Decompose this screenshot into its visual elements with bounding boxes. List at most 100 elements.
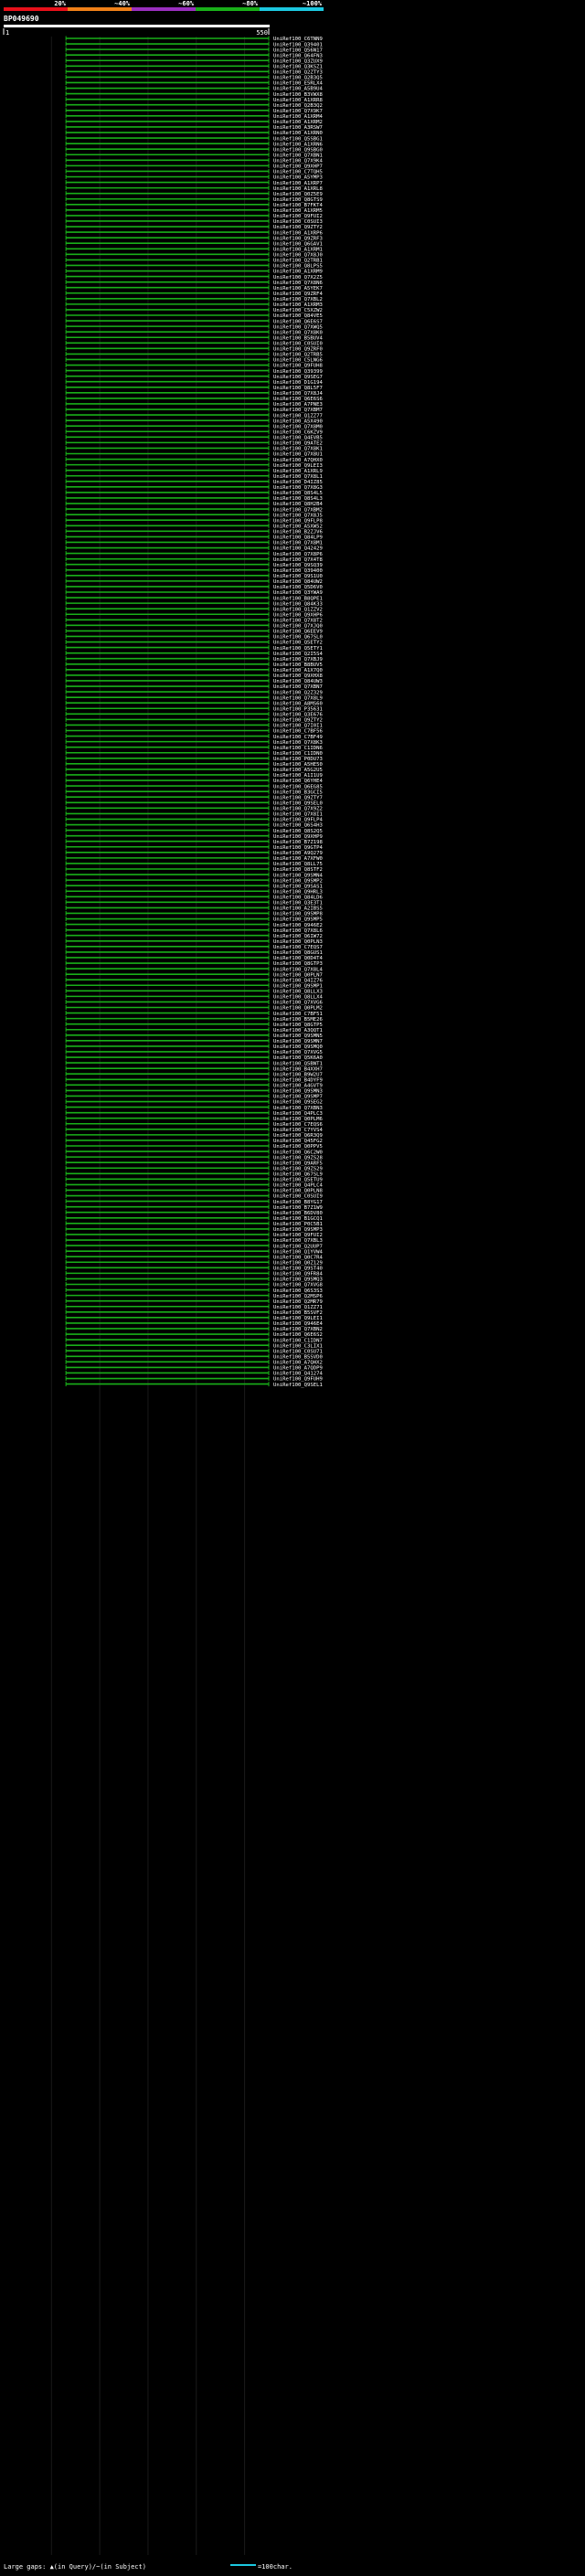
hit-row[interactable]: UniRef100_Q9SMP2 [65,877,323,885]
hit-row[interactable]: UniRef100_Q2UUP7 [65,1243,323,1250]
hit-label[interactable]: UniRef100_C6KZV9 [273,429,323,435]
hit-row[interactable]: UniRef100_B3GCI5 [65,789,323,796]
hit-row[interactable]: UniRef100_Q9ST40 [65,1265,323,1272]
hit-label[interactable]: UniRef100_D4IZ85 [273,480,323,485]
hit-label[interactable]: UniRef100_Q84LP9 [273,535,323,541]
hit-row[interactable]: UniRef100_Q7XBM2 [65,506,323,514]
hit-label[interactable]: UniRef100_A5HE50 [273,762,323,768]
hit-label[interactable]: UniRef100_A1XRM9 [273,270,323,275]
hit-row[interactable]: UniRef100_P0DU73 [65,756,323,762]
hit-label[interactable]: UniRef100_Q7X8J4 [273,391,324,397]
hit-label[interactable]: UniRef100_B5BUV4 [273,335,324,341]
hit-row[interactable]: UniRef100_A1XRM5 [65,207,323,214]
hit-row[interactable]: UniRef100_Q39401 [65,41,323,48]
hit-label[interactable]: UniRef100_Q9SMN7 [273,1039,323,1044]
hit-row[interactable]: UniRef100_D4IZ85 [65,479,323,485]
hit-label[interactable]: UniRef100_Q8GTP3 [273,961,323,967]
hit-row[interactable]: UniRef100_Q9ATE2 [65,440,323,447]
hit-row[interactable]: UniRef100_Q9SEG2 [65,1099,323,1106]
hit-row[interactable]: UniRef100_Q6IW72 [65,933,323,939]
hit-row[interactable]: UniRef100_Q8S4L5 [65,490,323,496]
hit-row[interactable]: UniRef100_Q9XHP9 [65,833,323,840]
hit-row[interactable]: UniRef100_Q64FN3 [65,52,323,59]
hit-row[interactable]: UniRef100_Q6S4H3 [65,822,323,829]
hit-label[interactable]: UniRef100_Q9FUH9 [273,1377,323,1383]
hit-row[interactable]: UniRef100_Q9SEL1 [65,1382,323,1388]
hit-row[interactable]: UniRef100_Q39399 [65,368,323,375]
hit-row[interactable]: UniRef100_Q6YHE4 [65,778,324,785]
hit-label[interactable]: UniRef100_Q9SEG7 [273,375,323,380]
hit-row[interactable]: UniRef100_P0C5B1 [65,1221,323,1227]
hit-label[interactable]: UniRef100_Q0C7R4 [273,1255,324,1260]
hit-row[interactable]: UniRef100_Q7X8L4 [65,966,324,973]
hit-row[interactable]: UniRef100_Q1ZZ77 [65,412,323,419]
hit-row[interactable]: UniRef100_Q9SMN5 [65,1033,323,1039]
hit-label[interactable]: UniRef100_Q9SMN5 [273,1034,323,1039]
hit-label[interactable]: UniRef100_Q7XBL3 [273,1238,323,1244]
hit-row[interactable]: UniRef100_Q8STF2 [65,866,323,874]
hit-label[interactable]: UniRef100_Q84UW3 [273,679,323,684]
hit-row[interactable]: UniRef100_Q6E6S7 [65,318,323,325]
hit-label[interactable]: UniRef100_Q7X8M1 [273,541,323,546]
hit-label[interactable]: UniRef100_Q8S2Q5 [273,829,323,834]
hit-label[interactable]: UniRef100_Q8GTP5 [273,1023,323,1028]
hit-label[interactable]: UniRef100_Q9FUI2 [273,1233,323,1238]
hit-row[interactable]: UniRef100_Q9SMP3 [65,1226,323,1233]
hit-label[interactable]: UniRef100_Q2MSP6 [273,1294,323,1299]
hit-label[interactable]: UniRef100_Q6E6S7 [273,319,323,324]
hit-row[interactable]: UniRef100_A1XRM2 [65,119,323,125]
hit-row[interactable]: UniRef100_Q39400 [65,567,323,574]
hit-row[interactable]: UniRef100_Q9SMN4 [65,872,324,879]
hit-label[interactable]: UniRef100_Q8LPS5 [273,264,323,270]
hit-label[interactable]: UniRef100_Q9ST40 [273,1267,323,1272]
hit-label[interactable]: UniRef100_Q6IW72 [273,934,323,939]
hit-row[interactable]: UniRef100_Q7X8T2 [65,617,323,624]
hit-label[interactable]: UniRef100_A1XRR8 [273,98,324,103]
hit-row[interactable]: UniRef100_A1XRM9 [65,269,323,275]
hit-row[interactable]: UniRef100_Q84LP9 [65,534,323,541]
hit-row[interactable]: UniRef100_Q7XVG6 [65,999,323,1006]
hit-label[interactable]: UniRef100_Q7X8L4 [273,967,324,972]
hit-label[interactable]: UniRef100_Q9SMQ3 [273,1277,323,1283]
hit-label[interactable]: UniRef100_Q0PLN8 [273,1189,324,1194]
hit-label[interactable]: UniRef100_Q9S1U0 [273,574,323,579]
hit-row[interactable]: UniRef100_Q9HRL3 [65,888,323,896]
hit-row[interactable]: UniRef100_Q84UW2 [65,578,323,585]
hit-row[interactable]: UniRef100_P35631 [65,705,323,713]
hit-row[interactable]: UniRef100_A7QHX0 [65,457,323,463]
hit-row[interactable]: UniRef100_Q8GTP5 [65,1022,323,1028]
hit-row[interactable]: UniRef100_B7Z198 [65,839,324,845]
hit-row[interactable]: UniRef100_Q5ETY1 [65,645,323,652]
hit-label[interactable]: UniRef100_Q6C2W0 [273,1150,323,1155]
hit-label[interactable]: UniRef100_Q7X8J0 [273,253,323,259]
hit-label[interactable]: UniRef100_A5XW52 [273,524,323,529]
hit-row[interactable]: UniRef100_Q9SAS1 [65,883,323,890]
hit-row[interactable]: UniRef100_Q9FUI2 [65,1232,323,1238]
hit-label[interactable]: UniRef100_C0SU71 [273,1349,323,1354]
hit-row[interactable]: UniRef100_Q946E2 [65,922,323,928]
hit-row[interactable]: UniRef100_A7XFW0 [65,855,323,862]
hit-label[interactable]: UniRef100_Q9ZS28 [273,1155,324,1161]
hit-row[interactable]: UniRef100_Q2TRB5 [65,351,323,358]
hit-label[interactable]: UniRef100_A7QDP9 [273,1366,323,1372]
hit-label[interactable]: UniRef100_Q7X8K0 [273,330,323,335]
hit-row[interactable]: UniRef100_Q2I5S4 [65,651,324,657]
hit-row[interactable]: UniRef100_B5BUV4 [65,334,324,342]
hit-label[interactable]: UniRef100_B4XXH7 [273,1066,323,1072]
hit-label[interactable]: UniRef100_A1XRP6 [273,230,323,236]
hit-row[interactable]: UniRef100_A1XRM3 [65,302,323,308]
hit-row[interactable]: UniRef100_Q8LPS5 [65,262,323,270]
hit-label[interactable]: UniRef100_Q7X8M0 [273,424,323,429]
hit-label[interactable]: UniRef100_Q4PLC4 [273,1183,324,1189]
hit-row[interactable]: UniRef100_Q7X9K4 [65,157,324,164]
hit-row[interactable]: UniRef100_Q5ETY2 [65,640,323,646]
hit-label[interactable]: UniRef100_C7TQH5 [273,170,323,175]
hit-row[interactable]: UniRef100_Q9ZRF4 [65,291,324,297]
hit-row[interactable]: UniRef100_C7EQS6 [65,1121,323,1128]
hit-label[interactable]: UniRef100_Q2B3Q5 [273,76,323,81]
hit-row[interactable]: UniRef100_B3VWX8 [65,91,324,98]
hit-label[interactable]: UniRef100_C7YVS4 [273,1128,324,1133]
hit-label[interactable]: UniRef100_Q84LD6 [273,896,323,901]
hit-label[interactable]: UniRef100_Q84VE5 [273,313,323,319]
hit-row[interactable]: UniRef100_Q7X8M0 [65,423,323,430]
